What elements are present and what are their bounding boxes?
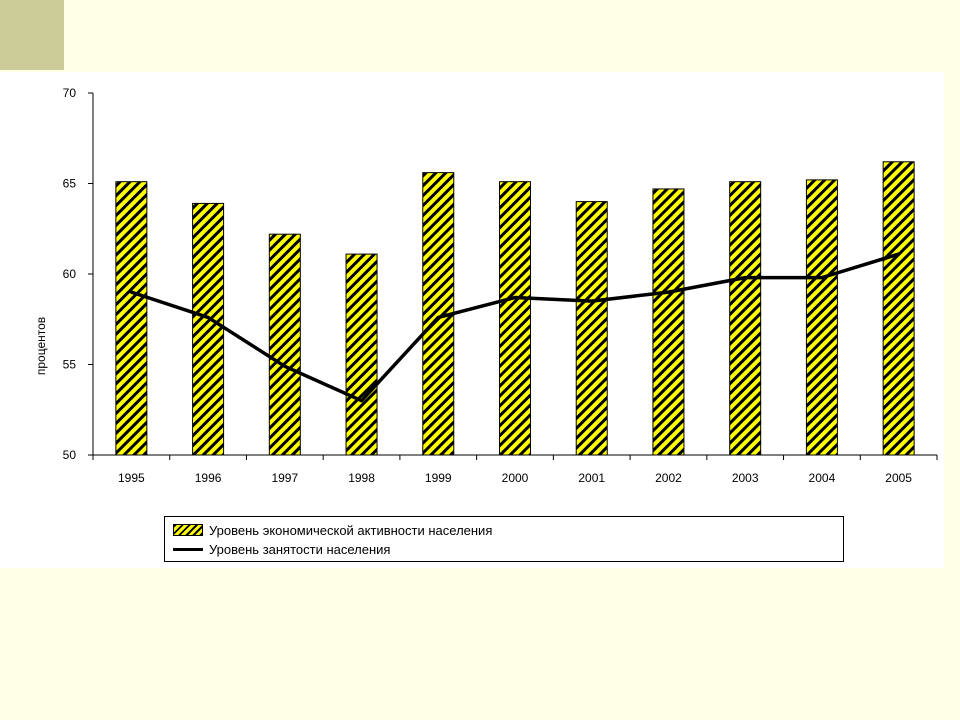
y-tick-label: 60 xyxy=(63,267,77,281)
chart-panel: 50 55 60 65 70 1995 1996 1997 1998 1999 2000 2001 2… xyxy=(0,72,944,568)
bar-2003 xyxy=(729,181,762,456)
bar-series xyxy=(115,161,915,456)
y-tick-label: 50 xyxy=(63,448,77,462)
legend-swatch-line xyxy=(173,547,203,551)
legend-item-bar: Уровень экономической активности населен… xyxy=(173,521,492,539)
x-tick-label: 2004 xyxy=(809,471,836,485)
bar-2001 xyxy=(575,201,608,456)
line-point-1997 xyxy=(284,365,286,367)
x-tick-label: 1996 xyxy=(195,471,222,485)
x-tick-label: 1995 xyxy=(118,471,145,485)
x-tick-label: 2001 xyxy=(578,471,605,485)
line-point-2001 xyxy=(591,300,593,302)
x-axis: 1995 1996 1997 1998 1999 2000 2001 2002 2003 2004… xyxy=(92,454,938,485)
x-tick-label: 1999 xyxy=(425,471,452,485)
line-point-2004 xyxy=(821,277,823,279)
x-tick-label: 2005 xyxy=(885,471,912,485)
bar-1997 xyxy=(268,233,301,456)
line-point-2005 xyxy=(898,253,900,255)
bar-1995 xyxy=(115,181,148,456)
y-axis: 50 55 60 65 70 xyxy=(63,86,94,462)
x-tick-label: 2002 xyxy=(655,471,682,485)
legend-label-employment: Уровень занятости населения xyxy=(209,541,391,557)
line-point-1996 xyxy=(207,316,209,318)
bar-2002 xyxy=(652,188,685,456)
bar-2000 xyxy=(499,181,531,456)
bar-2005 xyxy=(882,161,915,456)
bar-1998 xyxy=(345,253,378,456)
legend: Уровень экономической активности населен… xyxy=(164,516,844,562)
x-tick-label: 2003 xyxy=(732,471,759,485)
chart: 50 55 60 65 70 1995 1996 1997 1998 1999 2000 2001 2… xyxy=(34,86,938,485)
line-point-2002 xyxy=(667,291,669,293)
corner-decoration xyxy=(0,0,64,70)
line-series xyxy=(129,252,901,403)
y-tick-label: 55 xyxy=(63,358,77,372)
line-point-1995 xyxy=(130,291,132,293)
line-point-2003 xyxy=(744,277,746,279)
y-tick-label: 70 xyxy=(63,86,77,100)
bar-1996 xyxy=(192,202,225,456)
bar-2004 xyxy=(805,179,838,456)
legend-item-line: Уровень занятости населения xyxy=(173,540,390,558)
legend-label-activity: Уровень экономической активности населен… xyxy=(209,522,493,538)
y-axis-title: процентов xyxy=(34,317,48,375)
line-point-2000 xyxy=(514,297,516,299)
line-point-1999 xyxy=(437,316,439,318)
legend-swatch-bar xyxy=(173,524,203,536)
x-tick-label: 2000 xyxy=(502,471,529,485)
line-point-1998 xyxy=(361,400,363,402)
x-tick-label: 1997 xyxy=(271,471,298,485)
x-tick-label: 1998 xyxy=(348,471,375,485)
y-tick-label: 65 xyxy=(63,177,77,191)
